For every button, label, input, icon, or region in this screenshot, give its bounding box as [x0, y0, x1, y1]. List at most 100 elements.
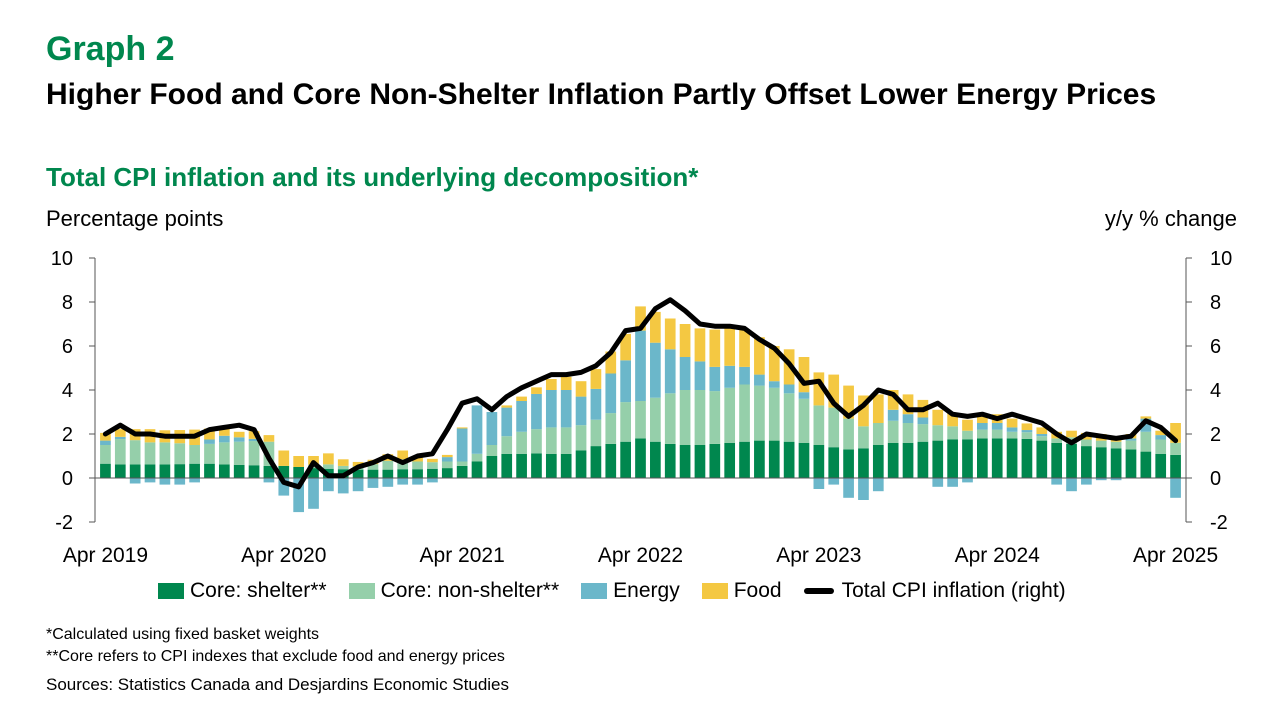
bar-energy [635, 330, 646, 401]
bar-food [337, 459, 349, 466]
bar-non-shelter [991, 429, 1003, 439]
right-tick-label: 2 [1210, 424, 1221, 446]
bar-energy [189, 478, 200, 483]
bar-shelter [159, 464, 171, 478]
legend-swatch-total [803, 588, 834, 594]
bar-shelter [100, 463, 111, 478]
bar-energy [620, 360, 631, 403]
bar-energy [218, 435, 230, 443]
bar-non-shelter [1110, 441, 1122, 449]
bar-energy [456, 428, 468, 462]
bar-food [887, 390, 899, 410]
bar-shelter [560, 453, 572, 478]
bar-food [813, 372, 825, 406]
bar-non-shelter [174, 443, 186, 465]
bar-shelter [947, 439, 958, 478]
legend-label-energy: Energy [613, 579, 680, 602]
bar-energy [575, 396, 587, 426]
bar-shelter [932, 440, 944, 478]
bar-energy [768, 381, 780, 388]
bar-energy [872, 478, 884, 492]
bar-energy [263, 478, 275, 483]
bar-energy [739, 366, 750, 385]
bar-non-shelter [382, 460, 394, 470]
bar-non-shelter [739, 384, 750, 442]
bar-shelter [590, 446, 602, 478]
left-tick-label: 6 [62, 336, 73, 358]
bar-non-shelter [694, 390, 706, 445]
bar-shelter [709, 443, 721, 478]
bar-non-shelter [233, 441, 245, 465]
bar-food [768, 346, 780, 382]
bar-non-shelter [1095, 440, 1107, 448]
bar-non-shelter [754, 385, 765, 441]
bar-shelter [1095, 447, 1107, 478]
bar-food [1155, 430, 1167, 436]
bar-shelter [427, 468, 438, 478]
bar-food [754, 337, 765, 375]
bar-food [679, 324, 691, 357]
bar-energy [129, 478, 141, 484]
bar-energy [1125, 438, 1137, 441]
x-tick-label: Apr 2025 [1133, 544, 1218, 567]
bar-food [694, 328, 706, 362]
bar-shelter [1021, 438, 1033, 478]
bar-energy [114, 436, 126, 440]
bar-food [664, 318, 676, 350]
bar-food [501, 405, 513, 408]
bar-shelter [575, 450, 587, 478]
bar-shelter [1110, 448, 1122, 478]
bar-food [456, 427, 468, 429]
bar-energy [412, 478, 423, 485]
legend-swatch-food [701, 583, 728, 599]
bar-shelter [828, 447, 840, 478]
bar-shelter [233, 464, 245, 478]
bar-food [412, 457, 423, 462]
bar-non-shelter [531, 429, 542, 454]
right-tick-label: 0 [1210, 468, 1221, 490]
total-cpi-line [102, 297, 1179, 490]
bar-energy [605, 373, 617, 414]
bar-shelter [1081, 446, 1092, 478]
bar-shelter [218, 464, 230, 478]
bar-food [352, 461, 364, 467]
bar-shelter [486, 456, 498, 478]
bar-food [1006, 418, 1018, 428]
bar-shelter [441, 468, 453, 478]
bar-energy [709, 366, 721, 392]
bar-energy [441, 457, 453, 462]
source-note: Sources: Statistics Canada and Desjardin… [46, 675, 510, 694]
bar-energy [694, 361, 706, 390]
bar-non-shelter [159, 442, 171, 465]
bar-shelter [545, 453, 557, 478]
bar-non-shelter [114, 439, 126, 465]
bar-shelter [724, 442, 736, 478]
left-tick-label: 8 [62, 292, 73, 314]
left-tick-label: 4 [62, 380, 73, 402]
bar-food [843, 385, 854, 419]
bar-non-shelter [783, 393, 795, 442]
bar-non-shelter [635, 401, 646, 439]
left-tick-label: 10 [51, 248, 73, 270]
bar-energy [858, 478, 869, 500]
bar-non-shelter [427, 462, 438, 469]
bar-energy [917, 417, 929, 425]
bar-energy [560, 390, 572, 428]
bar-food [397, 450, 409, 460]
bar-shelter [1051, 442, 1063, 478]
bar-shelter [204, 463, 215, 478]
legend-swatch-non-shelter [348, 583, 375, 599]
bar-non-shelter [605, 413, 617, 444]
bar-food [739, 329, 750, 367]
bar-non-shelter [813, 405, 825, 445]
x-tick-label: Apr 2023 [776, 544, 861, 567]
footnotes: *Calculated using fixed basket weights *… [46, 624, 505, 667]
legend-item-non-shelter: Core: non-shelter** [348, 579, 559, 603]
bar-non-shelter [560, 427, 572, 454]
bar-energy [798, 392, 810, 399]
bar-food [947, 413, 958, 427]
bar-non-shelter [575, 425, 587, 451]
bar-non-shelter [129, 440, 141, 465]
bar-food [976, 414, 988, 423]
legend-item-food: Food [701, 579, 782, 603]
